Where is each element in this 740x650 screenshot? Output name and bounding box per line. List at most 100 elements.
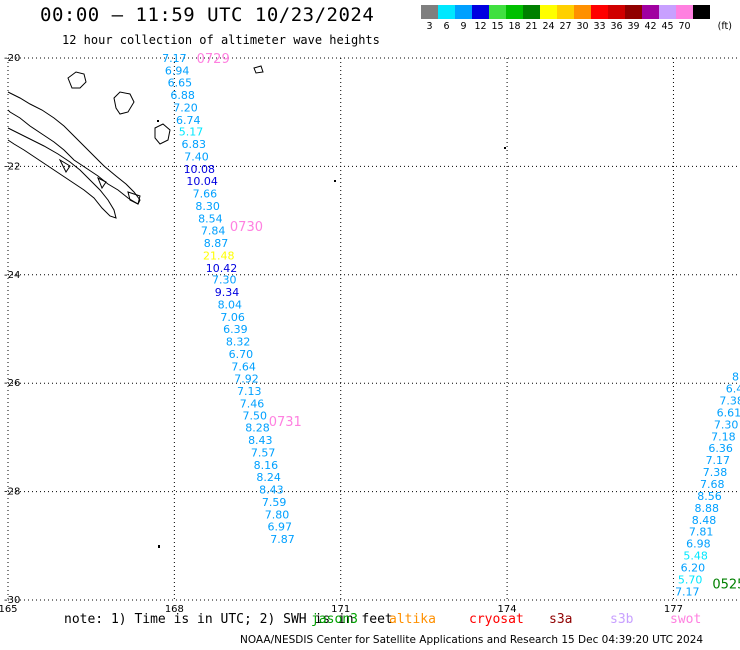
legend-swatch [676,5,693,19]
y-tick-label: -20 [4,53,20,64]
wave-height-label: 6.70 [229,348,254,361]
wave-height-label: 7.68 [700,478,725,491]
wave-height-label: 8.04 [218,299,243,312]
wave-height-label: 8.43 [259,483,284,496]
wave-height-label: 8.28 [245,422,270,435]
x-tick-label: 168 [165,604,184,615]
wave-height-label: 5.70 [678,573,703,586]
wave-height-label: 7.81 [689,526,714,539]
satellite-altika: altika [389,612,436,627]
wave-height-label: 7.13 [237,385,262,398]
wave-height-label: 9.34 [215,286,240,299]
coastline [113,91,135,115]
wave-height-label: 6.65 [168,76,193,89]
y-tick-label: -30 [4,595,20,606]
pass-time-label: 0731 [269,415,302,430]
legend-label: 30 [576,21,589,32]
y-tick-label: -24 [4,270,20,281]
legend-swatch [659,5,676,19]
wave-height-label: 6.74 [176,114,201,127]
wave-height-label: 6.36 [708,442,733,455]
wave-height-label: 7.17 [706,454,731,467]
legend-swatch [455,5,472,19]
coastline [97,176,107,190]
wave-height-label: 7.66 [193,188,218,201]
island-dot [504,147,506,149]
wave-height-label: 7.17 [675,585,700,598]
legend-label: 39 [627,21,640,32]
legend-label: 18 [508,21,521,32]
footer-note: note: 1) Time is in UTC; 2) SWH is in fe… [64,612,393,627]
wave-height-label: 5.17 [179,126,204,139]
wave-height-label: 7.18 [711,430,736,443]
wave-height-label: 7.80 [265,508,290,521]
legend-label: 70 [678,21,691,32]
legend-swatch [625,5,642,19]
legend-swatch [421,5,438,19]
legend-swatch [472,5,489,19]
legend-label: 24 [542,21,555,32]
legend-swatch [608,5,625,19]
legend-label: 12 [474,21,487,32]
wave-height-label: 8.48 [692,514,717,527]
island-dot [158,545,160,548]
wave-height-label: 5.48 [683,550,708,563]
island-dot [157,120,159,122]
legend-label: 33 [593,21,606,32]
coastline [253,65,264,74]
wave-height-label: 6.88 [170,89,195,102]
satellite-jason3: jason3 [311,612,358,627]
wave-height-label: 6.94 [165,64,190,77]
y-tick-label: -22 [4,161,20,172]
legend-label: 36 [610,21,623,32]
coastline [7,91,141,205]
coastline [127,191,141,205]
wave-height-label: 21.48 [203,249,235,262]
legend-label: 45 [661,21,674,32]
y-tick-label: -28 [4,487,20,498]
wave-height-label: 6.98 [686,538,711,551]
wave-height-label: 8.87 [204,237,229,250]
wave-height-label: 7.84 [201,224,226,237]
legend-label: 6 [443,21,450,32]
legend-unit: (ft) [717,21,732,32]
coastline [58,158,71,173]
coastline [67,71,87,89]
x-tick-label: 171 [331,604,350,615]
legend-swatch [540,5,557,19]
satellite-s3b: s3b [610,612,634,627]
legend-swatch [523,5,540,19]
satellite-s3a: s3a [549,612,573,627]
satellite-swot: swot [670,612,702,627]
wave-height-label: 10.42 [206,262,238,275]
wave-height-label: 7.17 [162,52,187,65]
color-legend: 3 6 9 12 15 18 21 24 27 30 33 36 39 42 45 70 (ft) [421,5,732,32]
chart-subtitle: 12 hour collection of altimeter wave hei… [62,33,380,47]
legend-label: 9 [460,21,467,32]
x-tick-label: 177 [664,604,683,615]
wave-height-label: 7.64 [231,360,256,373]
credit-line: NOAA/NESDIS Center for Satellite Applica… [240,634,704,646]
satellite-cryosat: cryosat [469,612,524,627]
wave-height-label: 7.30 [212,274,237,287]
legend-swatch [557,5,574,19]
legend-swatch [574,5,591,19]
wave-height-label: 6.97 [267,520,292,533]
wave-height-label: 8. [732,371,740,384]
wave-height-label: 7.30 [714,418,739,431]
wave-height-label: 8.30 [195,200,220,213]
legend-label: 27 [559,21,572,32]
coastline [154,123,171,145]
x-tick-label: 165 [0,604,18,615]
wave-height-label: 7.46 [240,397,265,410]
wave-height-label: 7.38 [719,395,740,408]
wave-height-label: 8.32 [226,335,251,348]
wave-height-label: 7.38 [703,466,728,479]
wave-height-label: 7.57 [251,447,276,460]
x-tick-label: 174 [498,604,517,615]
legend-label: 42 [644,21,657,32]
pass-time-label: 0730 [230,220,263,235]
wave-height-label: 8.24 [256,471,281,484]
chart-title: 00:00 – 11:59 UTC 10/23/2024 [40,4,375,26]
wave-height-label: 7.40 [184,151,209,164]
